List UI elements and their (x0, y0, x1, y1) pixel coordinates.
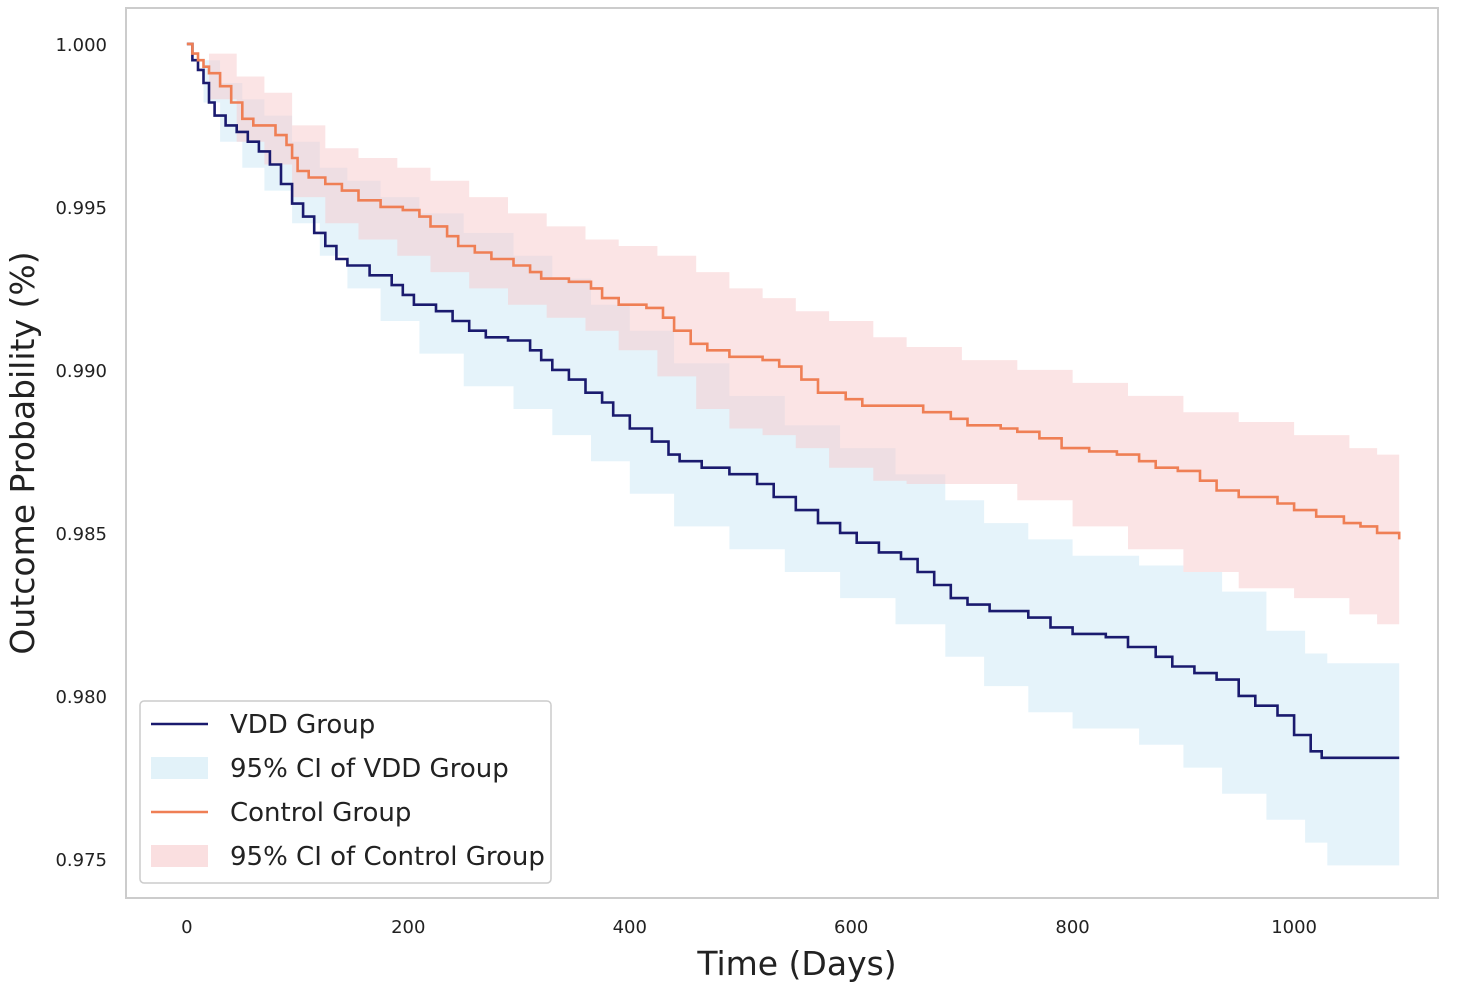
legend-swatch-band (151, 757, 208, 779)
legend-box (139, 700, 552, 884)
x-axis-title: Time (Days) (696, 944, 896, 983)
y-tick-label: 0.995 (55, 198, 107, 219)
series-line-vdd-group (186, 42, 1400, 760)
y-axis-title: Outcome Probability (%) (3, 251, 42, 654)
y-axis-ticks: 1.000 0.995 0.990 0.985 0.980 0.975 (55, 35, 107, 871)
x-axis-ticks: 0 200 400 600 800 1000 (181, 917, 1317, 938)
x-tick-label: 1000 (1271, 917, 1317, 938)
y-tick-label: 0.985 (55, 524, 107, 545)
survival-lines (186, 42, 1401, 760)
legend-label: 95% CI of VDD Group (230, 754, 509, 784)
ci-bands (186, 43, 1400, 866)
y-tick-label: 1.000 (55, 35, 107, 56)
x-tick-label: 400 (613, 917, 647, 938)
series-line-control-group (186, 42, 1401, 540)
x-tick-label: 0 (181, 917, 192, 938)
legend-label: 95% CI of Control Group (230, 842, 545, 872)
legend-swatch-band (151, 845, 208, 867)
x-tick-label: 600 (834, 917, 868, 938)
x-tick-label: 200 (391, 917, 425, 938)
legend: VDD Group 95% CI of VDD Group Control Grou… (139, 700, 552, 884)
x-tick-label: 800 (1055, 917, 1089, 938)
y-tick-label: 0.980 (55, 687, 107, 708)
y-tick-label: 0.990 (55, 361, 107, 382)
legend-label: Control Group (230, 798, 411, 828)
legend-label: VDD Group (230, 710, 375, 740)
ci-band-control-group (186, 43, 1400, 628)
y-tick-label: 0.975 (55, 850, 107, 871)
